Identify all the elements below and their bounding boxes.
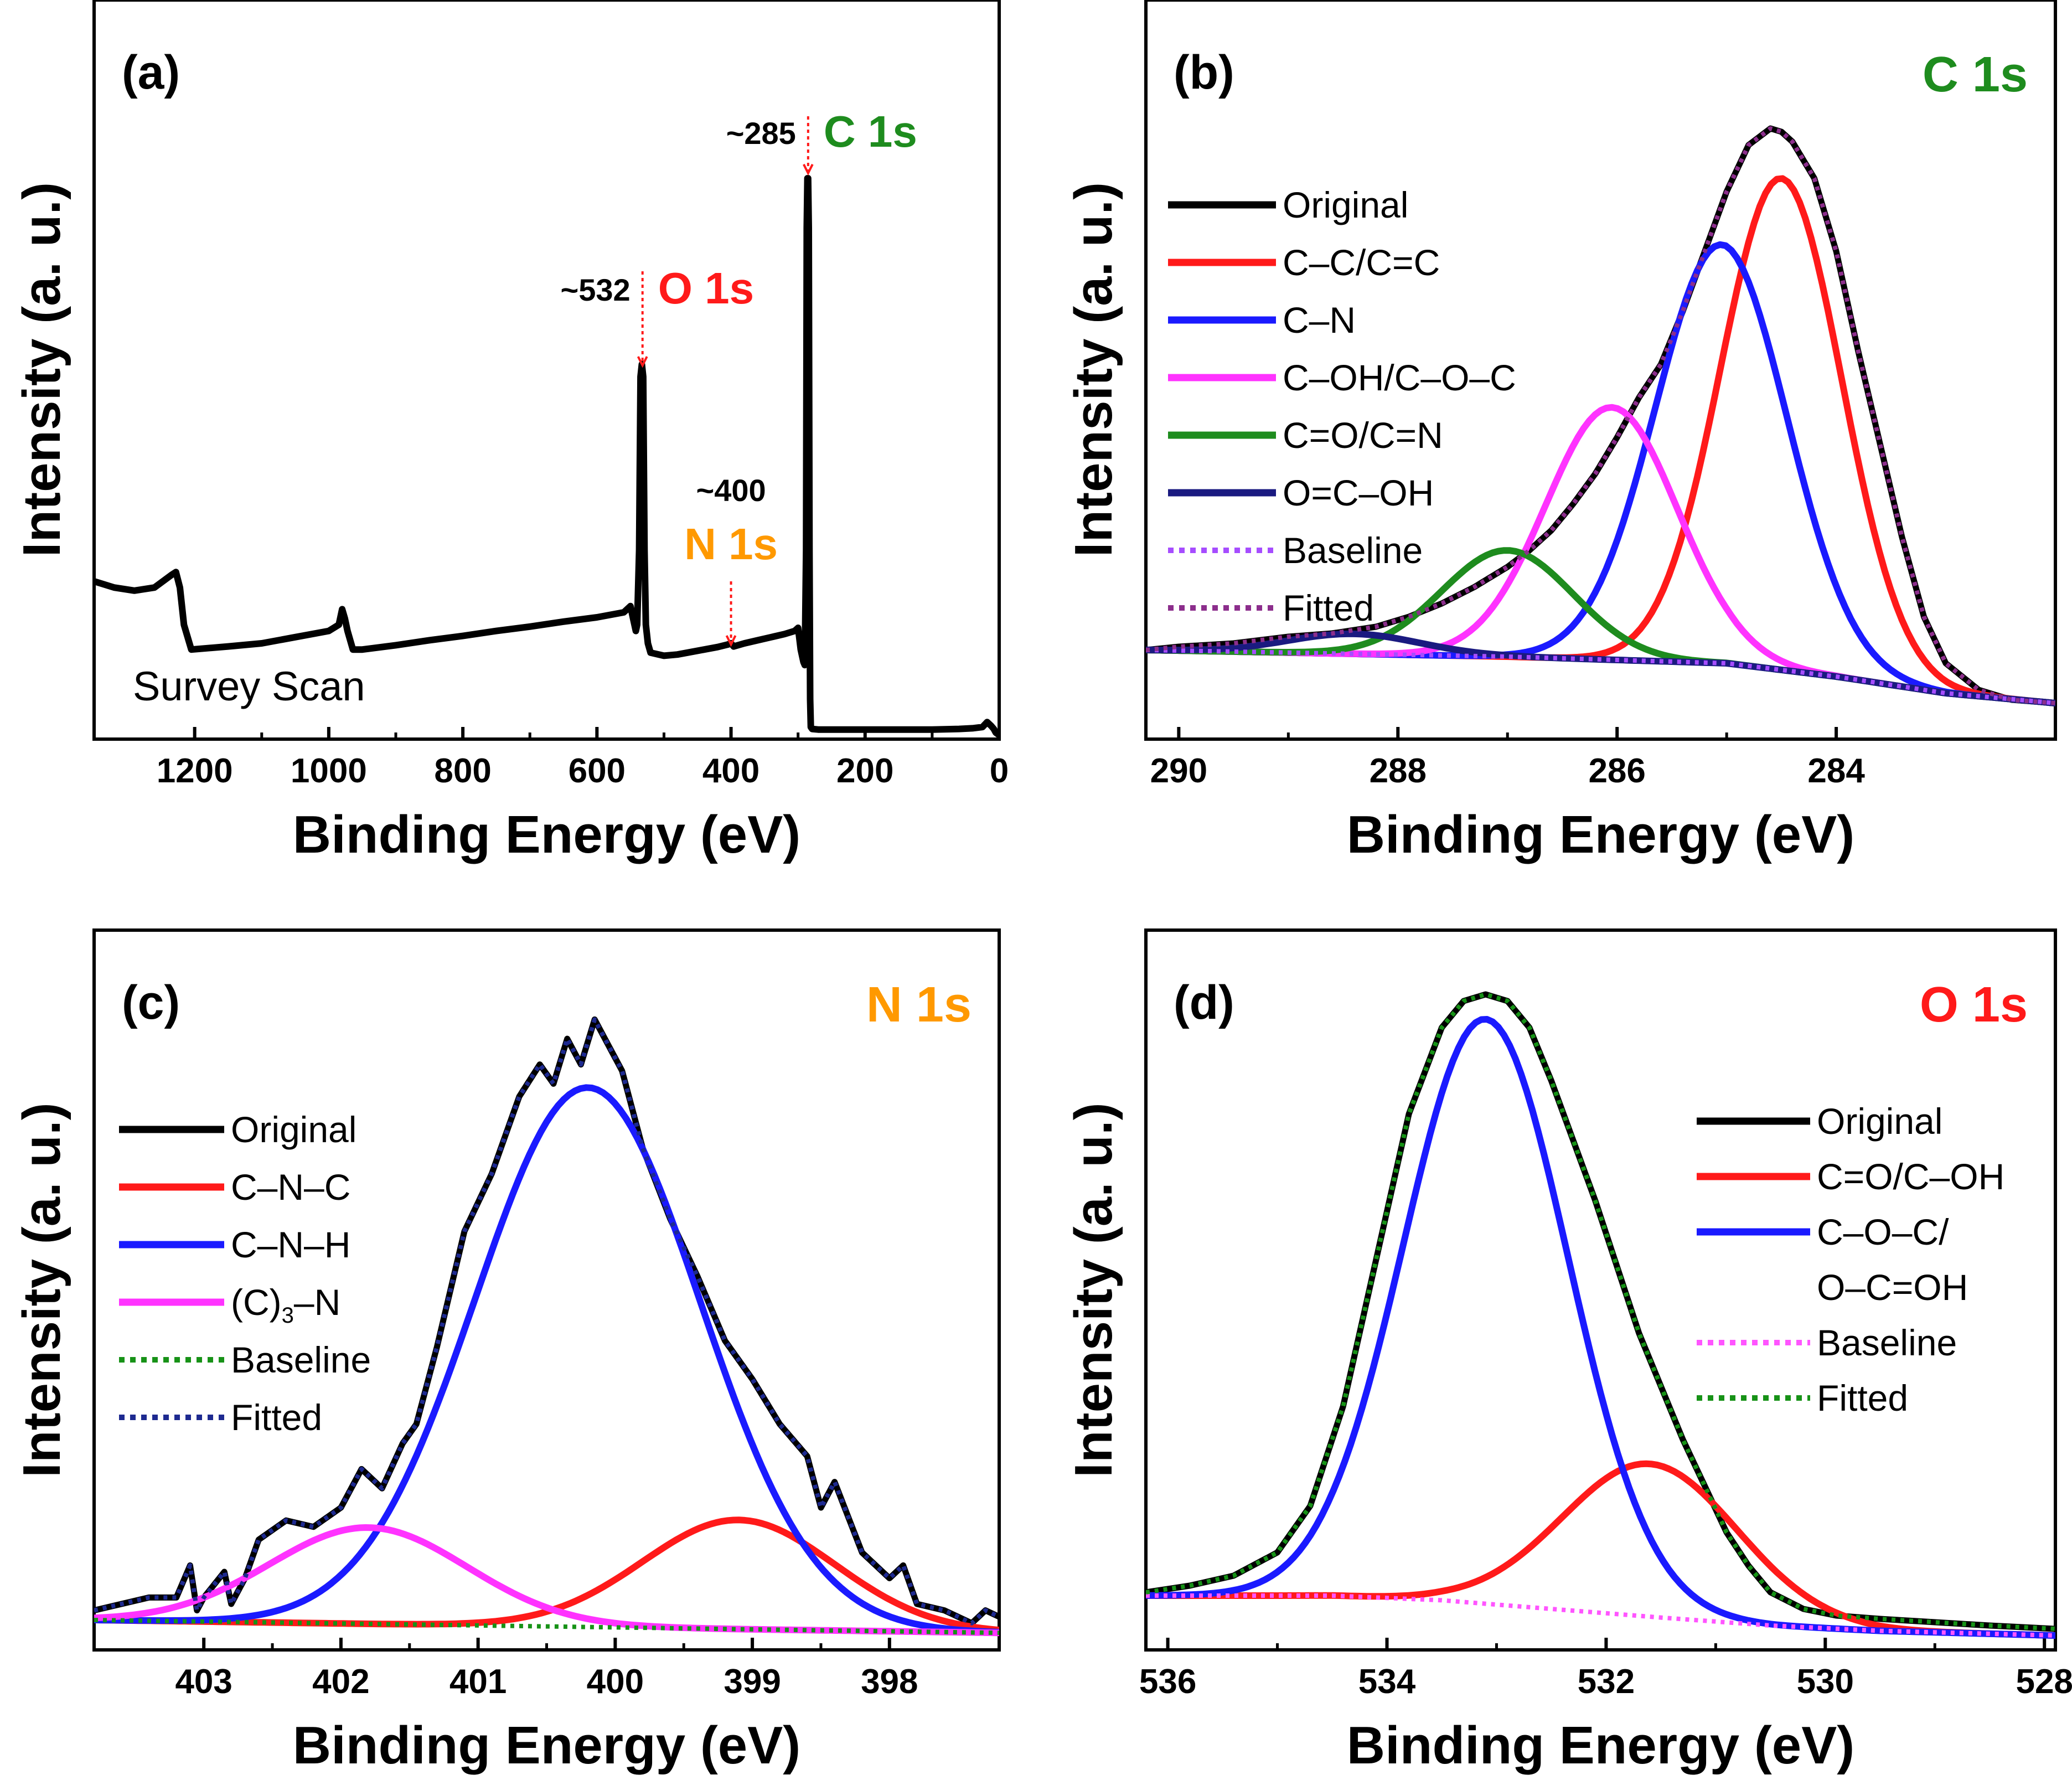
annotation-peak: O 1s xyxy=(658,264,754,313)
x-tick-label: 534 xyxy=(1358,1663,1416,1701)
legend-label: Baseline xyxy=(231,1339,371,1380)
x-tick-label: 536 xyxy=(1139,1663,1196,1701)
series-line xyxy=(94,1516,999,1634)
panel-label: (a) xyxy=(122,46,180,99)
legend-label: (C)3–N xyxy=(231,1282,340,1328)
x-tick-label: 800 xyxy=(434,752,491,790)
legend-label: Original xyxy=(1283,184,1408,225)
legend-label: C=O/C=N xyxy=(1283,415,1443,456)
x-tick-label: 403 xyxy=(175,1663,232,1701)
x-tick-label: 286 xyxy=(1588,752,1645,790)
series-line xyxy=(1146,630,2055,706)
annotation-value: ~532 xyxy=(561,272,631,307)
x-tick-label: 399 xyxy=(724,1663,781,1701)
peak-label: C 1s xyxy=(1923,47,2028,102)
annotation-peak: C 1s xyxy=(824,107,917,156)
x-axis-label: Binding Energy (eV) xyxy=(293,805,800,864)
x-tick-label: 0 xyxy=(990,752,1009,790)
legend: Original C=O/C–OH C–O–C/O–C=OH Baseline Fitt… xyxy=(1697,1101,2004,1418)
series-line xyxy=(1146,1593,2055,1638)
annotation-arrow xyxy=(725,635,737,647)
peak-label: O 1s xyxy=(1920,977,2028,1033)
annotation-peak: N 1s xyxy=(684,519,778,569)
legend-label: Fitted xyxy=(1817,1377,1908,1418)
annotation-value: ~400 xyxy=(696,473,766,508)
y-axis-label: Intensity (a. u.) xyxy=(1064,182,1123,557)
panel-b: 290 288 286 284 Binding Energy (eV) Intensity… xyxy=(1064,0,2057,864)
legend-label: Original xyxy=(231,1109,356,1150)
legend-label: C–N–H xyxy=(231,1224,350,1265)
series-line xyxy=(1146,1016,2055,1639)
x-axis-label: Binding Energy (eV) xyxy=(293,1716,800,1775)
legend-label: Baseline xyxy=(1817,1322,1957,1363)
series-line xyxy=(1146,648,2055,705)
series-line xyxy=(94,1016,999,1627)
plot-area xyxy=(1146,125,2055,706)
legend-label: C–OH/C–O–C xyxy=(1283,357,1516,398)
legend-label: C–N xyxy=(1283,300,1356,340)
x-axis-label: Binding Energy (eV) xyxy=(1347,1716,1854,1775)
panel-c: 403 402 401 400 399 398 Binding Energy (eV) Int… xyxy=(12,928,1001,1775)
plot-frame xyxy=(1144,928,2057,1652)
annotation-arrow xyxy=(803,163,814,176)
x-tick-label: 400 xyxy=(587,1663,644,1701)
legend-label: Original xyxy=(1817,1101,1942,1142)
x-tick-label: 1200 xyxy=(157,752,233,790)
x-axis-label: Binding Energy (eV) xyxy=(1347,805,1854,864)
legend-label: Fitted xyxy=(1283,587,1374,628)
chart-title: Survey Scan xyxy=(133,663,365,709)
x-tick-label: 400 xyxy=(702,752,759,790)
legend-label: O=C–OH xyxy=(1283,472,1434,513)
legend: Original C–C/C=C C–N C–OH/C–O–C C=O/C=N O=C–O… xyxy=(1168,184,1516,628)
legend-label: C–C/C=C xyxy=(1283,242,1440,283)
x-tick-label: 200 xyxy=(836,752,893,790)
x-tick-label: 398 xyxy=(861,1663,918,1701)
plot-area xyxy=(94,1016,999,1637)
panel-label: (d) xyxy=(1174,976,1234,1029)
plot-area xyxy=(94,175,999,739)
series-line xyxy=(94,1017,999,1626)
plot-frame xyxy=(92,928,1001,1652)
x-tick-label: 532 xyxy=(1578,1663,1635,1701)
x-tick-label: 600 xyxy=(569,752,626,790)
panel-a: 1200 1000 800 600 400 200 0 Binding Energy (eV)… xyxy=(12,0,1009,864)
legend-label: C–N–C xyxy=(231,1167,350,1208)
y-axis-label: Intensity (a. u.) xyxy=(1064,1102,1123,1477)
series-line xyxy=(94,175,999,739)
plot-frame xyxy=(92,0,1001,741)
annotation-value: ~285 xyxy=(726,116,796,151)
y-axis-label: Intensity (a. u.) xyxy=(12,182,71,557)
annotation-arrow xyxy=(637,356,648,368)
series-line xyxy=(1146,992,2055,1631)
x-tick-label: 528 xyxy=(2016,1663,2072,1701)
series-line xyxy=(1146,991,2055,1632)
x-tick-label: 284 xyxy=(1807,752,1865,790)
legend: Original C–N–C C–N–H (C)3–N Baseline Fitted xyxy=(119,1109,371,1438)
series-line xyxy=(94,1084,999,1635)
y-axis-label: Intensity (a. u.) xyxy=(12,1102,71,1477)
legend-label: O–C=OH xyxy=(1817,1267,1968,1308)
plot-frame xyxy=(1144,0,2057,741)
legend-label: C–O–C/ xyxy=(1817,1211,1949,1252)
x-tick-label: 401 xyxy=(449,1663,507,1701)
peak-label: N 1s xyxy=(866,977,972,1033)
x-tick-label: 288 xyxy=(1370,752,1427,790)
x-tick-label: 402 xyxy=(312,1663,369,1701)
legend-label: Baseline xyxy=(1283,530,1423,571)
x-tick-label: 1000 xyxy=(291,752,367,790)
panel-label: (b) xyxy=(1174,46,1234,99)
series-line xyxy=(1146,126,2055,705)
legend-label: Fitted xyxy=(231,1397,322,1438)
x-tick-label: 290 xyxy=(1150,752,1207,790)
panel-d: 536 534 532 530 528 Binding Energy (eV) Intens… xyxy=(1064,928,2072,1775)
series-line xyxy=(94,1618,999,1635)
plot-area xyxy=(1146,991,2055,1639)
panel-label: (c) xyxy=(122,976,180,1029)
legend-label: C=O/C–OH xyxy=(1817,1156,2004,1197)
x-tick-label: 530 xyxy=(1797,1663,1854,1701)
